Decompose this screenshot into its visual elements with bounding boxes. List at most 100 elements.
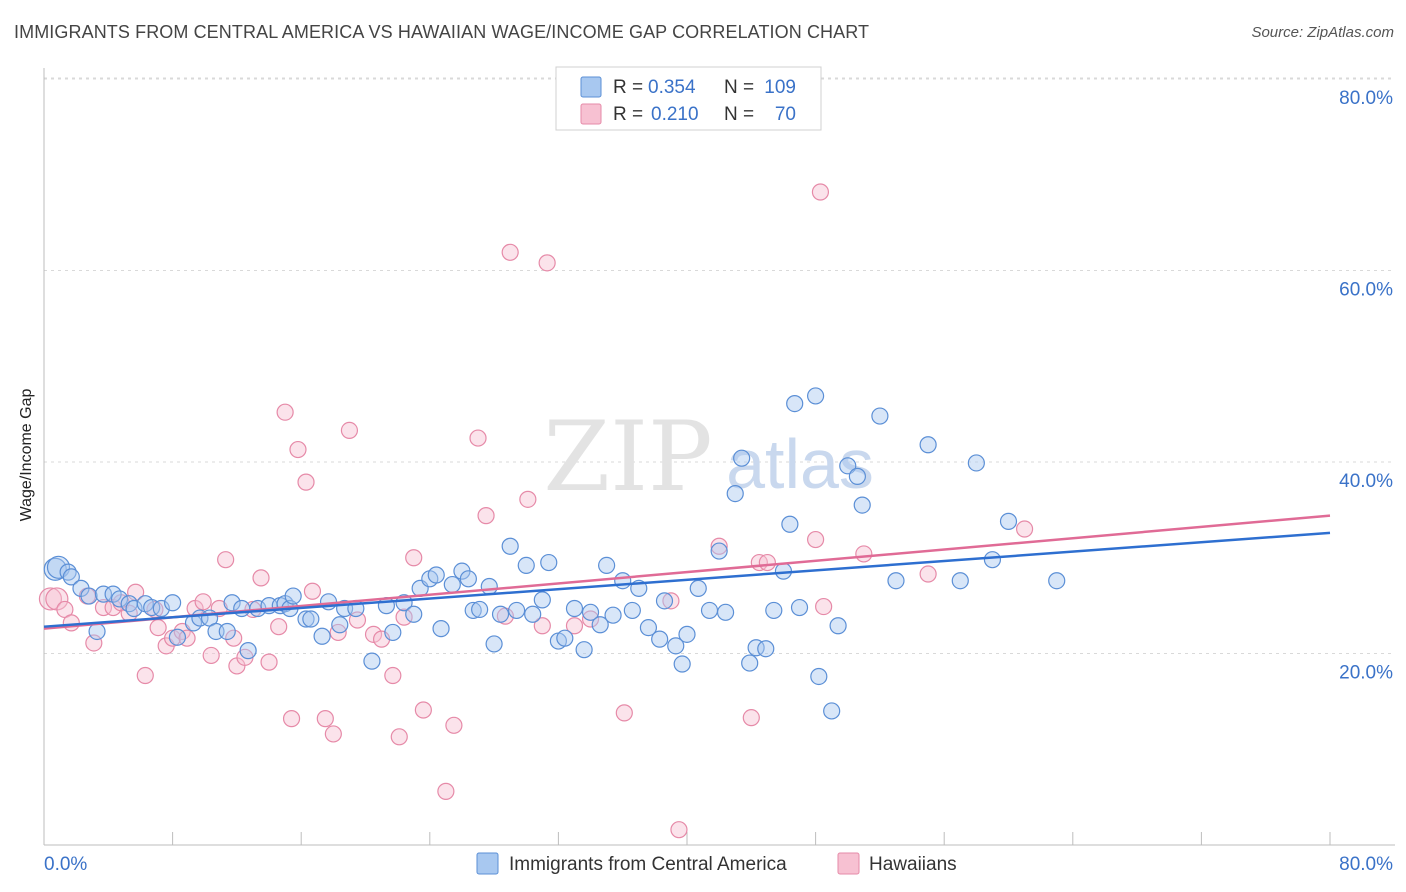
watermark-atlas: atlas bbox=[726, 425, 874, 503]
data-point bbox=[168, 628, 187, 646]
data-point bbox=[538, 254, 556, 272]
data-point bbox=[655, 592, 674, 610]
data-point bbox=[614, 572, 632, 590]
bottom-legend-label-pink: Hawaiians bbox=[869, 854, 957, 875]
data-point bbox=[289, 440, 307, 459]
data-point bbox=[202, 646, 220, 665]
y-tick-label: 60.0% bbox=[1339, 280, 1393, 301]
data-point bbox=[384, 666, 402, 685]
data-point bbox=[414, 701, 432, 719]
data-point bbox=[395, 594, 413, 612]
data-point bbox=[839, 457, 857, 475]
data-point bbox=[260, 653, 278, 671]
data-point bbox=[726, 484, 744, 503]
data-point bbox=[678, 625, 696, 643]
data-point bbox=[855, 545, 873, 563]
data-point bbox=[427, 566, 445, 584]
y-tick-label: 40.0% bbox=[1339, 471, 1393, 492]
data-point bbox=[331, 616, 349, 634]
data-point bbox=[364, 625, 383, 643]
data-point bbox=[999, 512, 1018, 530]
legend-n-value-pink: 70 bbox=[775, 104, 796, 125]
legend-n-label-blue: N = bbox=[724, 77, 754, 98]
data-point bbox=[741, 654, 759, 672]
data-point bbox=[581, 603, 600, 621]
data-point bbox=[324, 725, 342, 743]
data-point bbox=[604, 606, 622, 624]
data-point bbox=[519, 490, 537, 508]
data-point bbox=[384, 623, 402, 642]
data-point bbox=[223, 594, 241, 612]
data-point bbox=[59, 563, 77, 581]
data-point bbox=[303, 582, 322, 600]
data-point bbox=[786, 394, 804, 413]
data-point bbox=[62, 614, 80, 632]
data-point bbox=[94, 585, 113, 603]
data-point bbox=[62, 568, 80, 586]
data-point bbox=[710, 542, 728, 560]
data-point bbox=[340, 421, 359, 440]
data-point bbox=[80, 587, 98, 605]
data-point bbox=[716, 603, 735, 621]
source-label: Source: ZipAtlas.com bbox=[1251, 24, 1394, 41]
data-point bbox=[104, 598, 122, 617]
legend-swatch-pink bbox=[580, 103, 602, 125]
data-point bbox=[662, 592, 680, 610]
data-point bbox=[38, 587, 63, 611]
trend-lines bbox=[43, 514, 1331, 630]
data-point bbox=[88, 622, 106, 641]
data-point bbox=[848, 467, 866, 485]
data-point bbox=[710, 537, 728, 555]
data-point bbox=[815, 597, 833, 616]
gridlines bbox=[44, 77, 1395, 654]
data-point bbox=[887, 572, 905, 590]
data-point bbox=[673, 655, 691, 673]
data-point bbox=[297, 610, 315, 628]
data-point bbox=[765, 601, 783, 620]
data-point bbox=[810, 667, 828, 686]
legend-n-label-pink: N = bbox=[724, 104, 754, 125]
data-point bbox=[302, 610, 320, 628]
data-point bbox=[581, 610, 600, 628]
data-point bbox=[501, 537, 519, 555]
data-point bbox=[742, 709, 760, 727]
data-point bbox=[432, 620, 450, 638]
data-point bbox=[508, 601, 526, 620]
data-point bbox=[313, 627, 331, 645]
legend-swatch-blue bbox=[580, 76, 602, 98]
data-point bbox=[983, 551, 1002, 569]
data-point bbox=[405, 549, 423, 567]
data-point bbox=[790, 598, 809, 617]
data-point bbox=[565, 599, 584, 618]
data-point bbox=[149, 619, 167, 637]
x-tick-label-min: 0.0% bbox=[44, 854, 87, 875]
data-point bbox=[477, 507, 495, 525]
legend-r-label-blue: R = bbox=[613, 77, 643, 98]
data-point bbox=[297, 473, 315, 491]
chart-title: IMMIGRANTS FROM CENTRAL AMERICA VS HAWAI… bbox=[14, 22, 870, 42]
legend-r-label-pink: R = bbox=[613, 104, 643, 125]
data-point bbox=[670, 821, 688, 839]
data-point bbox=[951, 572, 969, 590]
trend-line-hawaiians bbox=[43, 514, 1331, 630]
data-point bbox=[218, 622, 236, 641]
data-point bbox=[700, 601, 719, 620]
data-point bbox=[252, 569, 270, 587]
data-point bbox=[469, 429, 487, 447]
data-point bbox=[217, 551, 235, 569]
data-point bbox=[757, 640, 775, 658]
data-point bbox=[967, 454, 985, 472]
data-point bbox=[540, 553, 558, 572]
bottom-legend-swatch-blue bbox=[476, 852, 499, 875]
data-point bbox=[282, 710, 301, 728]
data-point bbox=[284, 587, 302, 605]
series-legend: Immigrants from Central America Hawaiian… bbox=[476, 852, 957, 875]
y-tick-label: 20.0% bbox=[1339, 663, 1393, 684]
hawaiians-points bbox=[38, 183, 1034, 839]
data-point bbox=[485, 635, 503, 653]
data-point bbox=[517, 556, 535, 575]
stats-legend: R = 0.354 N = 109 R = 0.210 N = 70 bbox=[555, 66, 822, 131]
data-point bbox=[733, 449, 751, 467]
trend-line-central-america bbox=[43, 531, 1331, 628]
